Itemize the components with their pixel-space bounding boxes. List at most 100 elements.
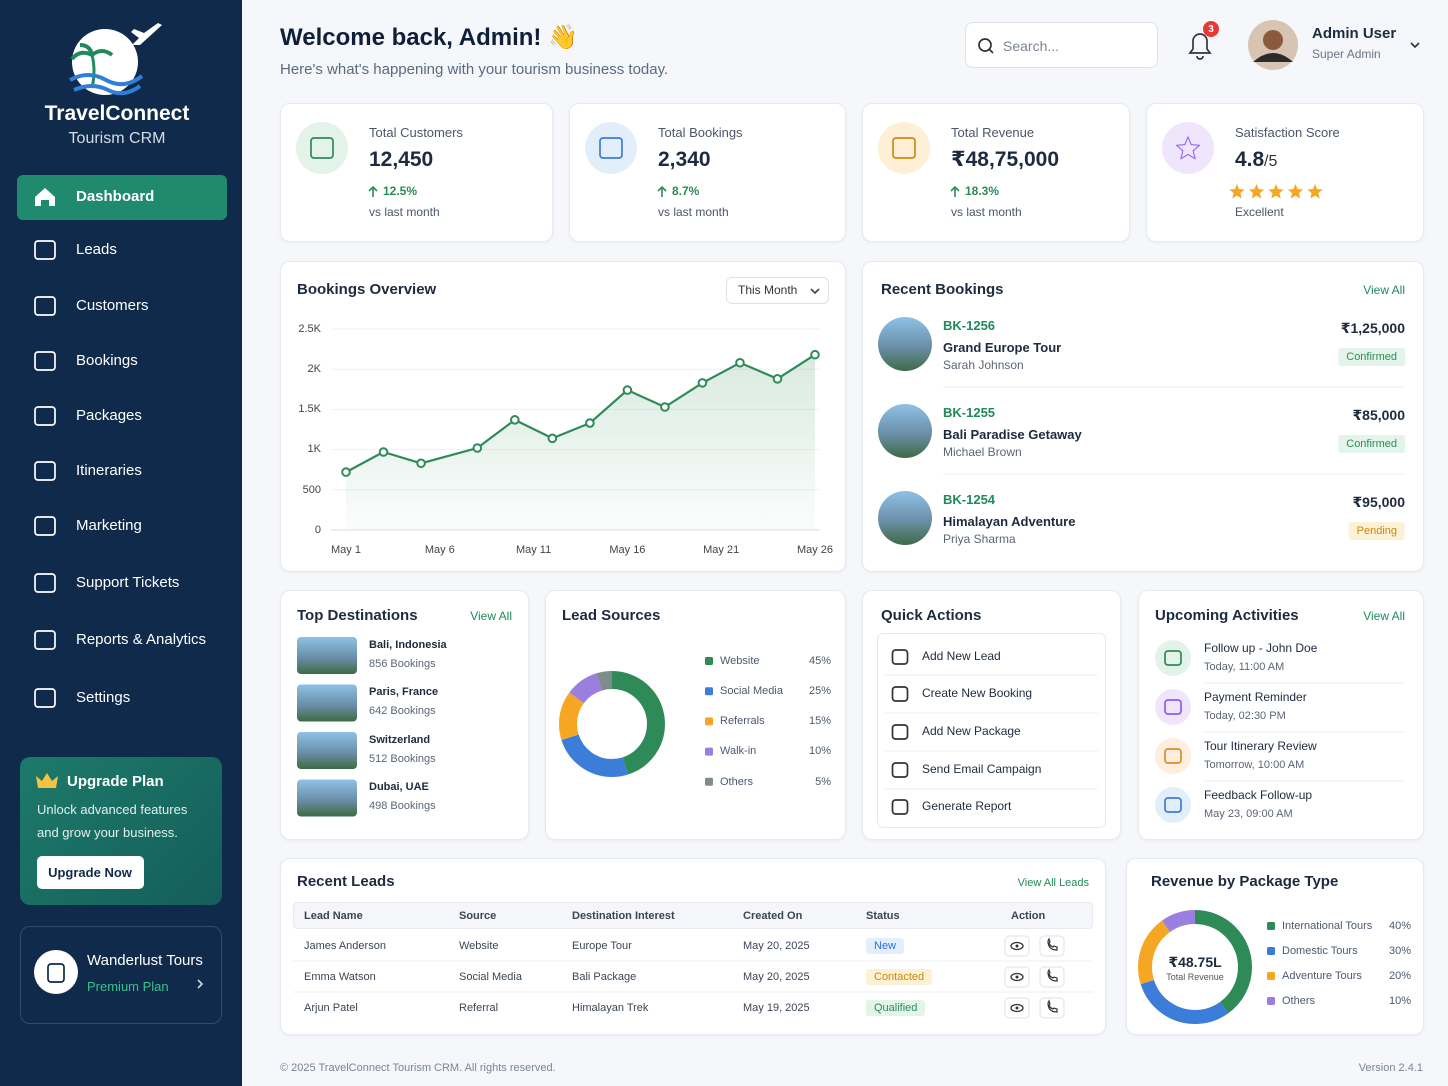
booking-name: Himalayan Adventure xyxy=(943,513,1076,529)
destination-name: Dubai, UAE xyxy=(369,781,429,794)
upgrade-button[interactable] xyxy=(37,856,144,889)
booking-status: Confirmed xyxy=(1338,347,1405,367)
table-cell: Social Media xyxy=(459,970,522,983)
bookings-card xyxy=(280,261,846,572)
table-cell: Referral xyxy=(459,1001,499,1014)
quick-action[interactable]: Send Email Campaign xyxy=(922,762,1042,777)
x-tick-label: May 1 xyxy=(331,543,361,556)
stat-value: 2,340 xyxy=(658,148,711,172)
booking-id: BK-1255 xyxy=(943,404,996,420)
user-head xyxy=(1263,30,1283,50)
booking-name: Bali Paradise Getaway xyxy=(943,426,1082,442)
nav-item[interactable]: Marketing xyxy=(76,517,142,535)
legend-label: Social Media xyxy=(720,685,783,698)
stat-suffix: /5 xyxy=(1264,152,1278,170)
destination-name: Paris, France xyxy=(369,686,439,699)
account-box[interactable] xyxy=(20,926,222,1024)
nav-item[interactable]: Dashboard xyxy=(76,188,155,206)
nav-item[interactable]: Packages xyxy=(76,407,142,425)
upgrade-button-label[interactable]: Upgrade Now xyxy=(48,864,132,880)
user-role: Super Admin xyxy=(1312,47,1381,62)
destination-bookings: 512 Bookings xyxy=(369,752,436,765)
center-label: ₹48.75L xyxy=(1168,953,1222,970)
booking-id: BK-1254 xyxy=(943,491,996,507)
nav-item[interactable]: Itineraries xyxy=(76,462,142,480)
quick-action[interactable]: Create New Booking xyxy=(922,686,1033,701)
view-all-link[interactable]: View All xyxy=(1363,283,1405,298)
nav-item[interactable]: Support Tickets xyxy=(76,574,180,592)
card-title: Upcoming Activities xyxy=(1155,607,1299,625)
x-tick-label: May 16 xyxy=(609,543,646,556)
table-cell: Europe Tour xyxy=(572,939,632,952)
x-tick-label: May 11 xyxy=(515,543,552,556)
table-cell: Website xyxy=(459,939,499,952)
upgrade-title: Upgrade Plan xyxy=(67,773,164,791)
column-header: Destination Interest xyxy=(572,909,675,922)
card-title: Recent Bookings xyxy=(881,281,1004,299)
x-tick-label: May 21 xyxy=(703,543,740,556)
column-header: Source xyxy=(459,909,497,922)
quick-actions-list xyxy=(877,633,1106,828)
quick-action[interactable]: Add New Package xyxy=(922,724,1021,739)
filter-label: This Month xyxy=(738,283,798,298)
activity-time: May 23, 09:00 AM xyxy=(1204,807,1293,820)
booking-customer: Priya Sharma xyxy=(943,532,1016,547)
view-all-link[interactable]: View All Leads xyxy=(1017,876,1089,889)
legend-label: Walk-in xyxy=(720,745,757,758)
tagline: Tourism CRM xyxy=(68,129,166,147)
user-name: Admin User xyxy=(1312,25,1397,43)
quick-action[interactable]: Add New Lead xyxy=(922,649,1001,664)
nav-item[interactable]: Bookings xyxy=(76,352,138,370)
nav-item[interactable]: Settings xyxy=(76,689,131,707)
legend-label: Adventure Tours xyxy=(1282,969,1362,982)
destination-bookings: 642 Bookings xyxy=(369,705,436,718)
lead-sources-card xyxy=(545,590,846,840)
stat-change: 8.7% xyxy=(672,184,700,199)
page-title: Welcome back, Admin! 👋 xyxy=(280,24,578,52)
y-tick-label: 2K xyxy=(307,363,321,376)
activity-time: Tomorrow, 10:00 AM xyxy=(1204,758,1305,771)
booking-status: Confirmed xyxy=(1338,434,1405,454)
chart-title: Lead Sources xyxy=(562,607,661,625)
table-cell: James Anderson xyxy=(304,939,386,952)
activity-time: Today, 02:30 PM xyxy=(1204,709,1286,722)
stat-value: 12,450 xyxy=(369,148,434,172)
y-tick-label: 1K xyxy=(307,443,321,456)
stat-value: ₹48,75,000 xyxy=(951,148,1060,172)
data-label: 30% xyxy=(1388,944,1411,957)
badge-count: 3 xyxy=(1208,23,1214,35)
table-cell: Bali Package xyxy=(572,970,637,983)
account-plan: Premium Plan xyxy=(87,978,169,994)
view-all-link[interactable]: View All xyxy=(1363,609,1405,624)
stat-label: Total Bookings xyxy=(658,124,743,140)
recent-bookings-card xyxy=(862,261,1424,572)
column-header: Action xyxy=(1011,909,1046,922)
booking-id: BK-1256 xyxy=(943,317,996,333)
table-header xyxy=(293,902,1093,929)
column-header: Created On xyxy=(743,909,803,922)
center-sublabel: Total Revenue xyxy=(1166,972,1224,983)
chart-title: Revenue by Package Type xyxy=(1151,873,1339,891)
destination-bookings: 498 Bookings xyxy=(369,800,436,813)
table-cell: Himalayan Trek xyxy=(572,1001,649,1014)
filter-select[interactable] xyxy=(726,277,829,304)
quick-actions-card xyxy=(862,590,1121,840)
stat-note: vs last month xyxy=(658,205,729,220)
column-header: Status xyxy=(866,909,900,922)
data-label: 10% xyxy=(808,745,831,758)
nav-item[interactable]: Reports & Analytics xyxy=(76,631,207,649)
legend-label: Referrals xyxy=(720,715,765,728)
table-cell: Arjun Patel xyxy=(304,1001,358,1014)
booking-amount: ₹85,000 xyxy=(1352,406,1405,423)
stat-label: Satisfaction Score xyxy=(1235,124,1340,140)
nav-item[interactable]: Customers xyxy=(76,297,149,315)
y-tick-label: 0 xyxy=(314,523,321,536)
footer-copyright: © 2025 TravelConnect Tourism CRM. All ri… xyxy=(280,1061,556,1074)
y-tick-label: 2.5K xyxy=(298,322,321,335)
footer-version: Version 2.4.1 xyxy=(1358,1061,1423,1074)
view-all-link[interactable]: View All xyxy=(470,609,512,624)
quick-action[interactable]: Generate Report xyxy=(922,799,1012,814)
nav-item[interactable]: Leads xyxy=(76,241,117,259)
search-box[interactable] xyxy=(965,22,1158,68)
